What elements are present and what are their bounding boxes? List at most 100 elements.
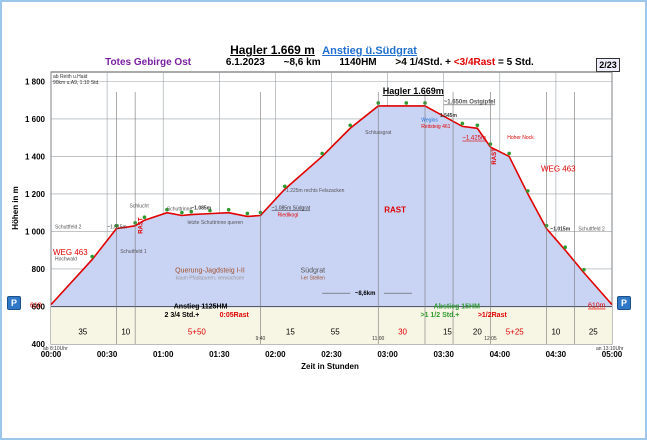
reitsteig-label: Reitsteig 461 — [421, 124, 450, 130]
m1015-right-label: ~1.015m — [550, 227, 570, 233]
weglos-label: Weglos — [421, 118, 438, 124]
tree-marker — [460, 121, 465, 126]
weg-right-label: WEG 463 — [541, 164, 576, 173]
y-tick-label: 600 — [32, 302, 46, 311]
date-label: 6.1.2023 — [225, 57, 265, 68]
suedgrat-1085-label: ~1.085m Südgrat — [272, 206, 311, 212]
x-tick-label: 00:00 — [41, 350, 62, 359]
anstieg-time-label: 2 3/4 Std.+ — [164, 312, 199, 319]
ostgipfel-label: ~1.650m Ostgipfel — [444, 100, 496, 106]
tree-marker — [526, 189, 530, 193]
tree-marker — [245, 211, 250, 216]
segment-label: 10 — [551, 328, 560, 337]
note-label: ab Reith u.Haid — [53, 74, 88, 80]
x-tick-label: 01:00 — [153, 350, 174, 359]
segment-label: 5+25 — [506, 328, 525, 337]
suedgrat-label: Südgrat — [301, 268, 326, 275]
querung-label: Querung-Jagdsteig I-II — [175, 268, 245, 275]
querung-sub-label: kaum Pfadspuren, verwachsen — [176, 275, 245, 281]
elev-left-label: 610 — [30, 303, 42, 310]
end-time-label: an 13:10Uhr — [596, 346, 624, 352]
chart-labels: 400 600 800 1 000 1 200 1 400 1 600 1 800 00:00 0… — [11, 74, 624, 371]
x-tick-label: 03:00 — [377, 350, 398, 359]
segment-label: 20 — [473, 328, 482, 337]
schuttfeld2-right-label: Schuttfeld 2 — [578, 227, 605, 233]
route-link[interactable]: Anstieg ü.Südgrat — [322, 45, 417, 57]
tree-marker — [208, 208, 212, 213]
note-label: 90km u.A9, 1:10 Std. — [53, 80, 100, 86]
time-1205-label: 12:05 — [484, 336, 497, 342]
segment-label: 5+50 — [188, 328, 207, 337]
schuttfeld2-label: Schuttfeld 2 — [55, 225, 82, 231]
rast-mid-label: RAST — [384, 206, 406, 215]
segment-label: 25 — [589, 328, 598, 337]
schuttfeld1-label: Schuttfeld 1 — [120, 249, 147, 255]
segment-label: 30 — [398, 328, 407, 337]
chart-title: Hagler 1.669 m — [230, 43, 315, 57]
segment-label: 35 — [78, 328, 87, 337]
chart-subtitle-row: Totes Gebirge Ost 6.1.2023 ~8,6 km 1140H… — [0, 57, 647, 68]
tree-marker — [165, 207, 169, 212]
anstieg-label: Anstieg 1125HM — [174, 303, 228, 310]
elev-right-label: 610m — [588, 303, 606, 310]
peak-label: Hagler 1.669m — [383, 86, 444, 96]
distance-label: ~8,6km — [355, 291, 376, 297]
x-axis-label: Zeit in Stunden — [301, 362, 359, 371]
x-tick-label: 02:00 — [265, 350, 286, 359]
suedgrat-sub-label: I-er Stellen — [301, 275, 325, 281]
schlucht-label: Schlucht — [130, 204, 150, 210]
time-band — [51, 307, 612, 344]
abstieg-label: Abstieg 15HM — [434, 303, 480, 310]
anstieg-rast-label: 0:05Rast — [220, 312, 250, 319]
weg-left-label: WEG 463 — [53, 248, 88, 257]
elevation-area — [51, 105, 612, 345]
segment-label: 15 — [286, 328, 295, 337]
y-tick-label: 1 000 — [25, 227, 46, 236]
tree-marker — [320, 151, 324, 156]
segment-label: 10 — [121, 328, 130, 337]
y-tick-label: 1 800 — [25, 77, 46, 86]
felszacken-label: ~1.225m rechts Felszacken — [283, 188, 344, 194]
x-tick-label: 05:00 — [602, 350, 623, 359]
y-tick-label: 800 — [32, 265, 46, 274]
schuttrinne-1085-label: ~1.085m — [191, 206, 211, 212]
tree-marker — [475, 123, 480, 128]
elevation-line — [50, 105, 613, 306]
tree-marker — [563, 245, 568, 250]
schuttrinne-label: Schuttrinne — [167, 207, 193, 213]
schlussgrat-label: Schlussgrat — [365, 130, 392, 136]
segment-label: 55 — [331, 328, 340, 337]
letzte-schuttrinne-label: letzte Schuttrinne queren — [188, 220, 244, 226]
next-button[interactable]: P — [617, 296, 631, 310]
x-tick-label: 01:30 — [209, 350, 230, 359]
time-1100-label: 11:00 — [372, 336, 384, 342]
schuttfeld-left-label: ~1.015m — [107, 225, 127, 231]
elevation-label: 1140HM — [339, 57, 377, 68]
chart-title-row: Hagler 1.669 m Anstieg ü.Südgrat — [0, 43, 647, 57]
tree-marker — [226, 207, 231, 212]
tree-marker — [189, 209, 194, 214]
hochwald-label: Hochwald — [55, 257, 77, 263]
tree-marker — [507, 151, 511, 156]
tree-marker — [404, 101, 409, 105]
prev-button[interactable]: P — [7, 296, 21, 310]
segment-label: 15 — [443, 328, 452, 337]
rast-right-label: RAST — [492, 148, 498, 165]
distance-label: ~8,6 km — [283, 57, 321, 68]
y-axis-label: Höhen in m — [11, 186, 20, 230]
time-940-label: 9:40 — [256, 336, 266, 342]
m1425-label: ~1.425m — [462, 136, 486, 142]
tree-marker — [142, 215, 147, 219]
x-tick-label: 02:30 — [321, 350, 342, 359]
x-tick-label: 00:30 — [97, 350, 118, 359]
y-tick-label: 1 600 — [25, 115, 46, 124]
start-time-label: ab 8:10Uhr — [43, 346, 68, 352]
x-tick-label: 04:00 — [490, 350, 511, 359]
abstieg-time-label: >1 1/2 Std.+ — [420, 312, 459, 319]
abstieg-rast-label: >1/2Rast — [478, 312, 508, 319]
time-label: >4 1/4Std. + <3/4Rast = 5 Std. — [395, 57, 534, 68]
chart-marks — [51, 92, 612, 344]
x-tick-label: 04:30 — [546, 350, 567, 359]
tree-marker — [582, 267, 586, 272]
